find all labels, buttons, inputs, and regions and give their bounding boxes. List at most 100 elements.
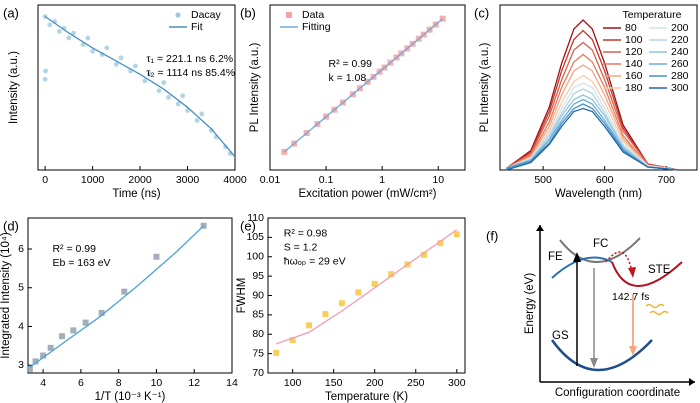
data-point [26,366,33,373]
legend-label: 240 [671,46,689,58]
y-tick-label: 70 [252,367,264,379]
x-tick-label: 600 [596,174,614,186]
data-point [56,29,62,34]
legend-label: 140 [625,58,643,70]
y-tick-label: 100 [246,251,264,263]
data-point [420,251,427,258]
data-line [506,107,679,171]
data-point [132,63,138,69]
annotation: k = 1.08 [329,72,367,84]
legend-label: 220 [671,34,689,46]
data-point [66,35,72,41]
panel-label: (d) [3,218,19,233]
data-point [82,319,89,326]
annotation: Eb = 163 eV [52,257,110,269]
data-line [505,82,679,171]
data-point [40,352,47,359]
y-axis-label: Intensity (a.u.) [8,51,20,124]
legend-label: 300 [671,82,689,94]
data-point [47,22,53,28]
data-point [85,35,91,41]
data-point [453,231,460,238]
ste-curve [611,261,683,287]
fe-curve [551,256,613,279]
annotation: R² = 0.99 [329,58,373,70]
data-line [44,15,236,158]
x-tick-label: 300 [448,377,466,389]
axis-arrow [536,225,544,231]
y-axis-label: Energy (eV) [524,273,536,335]
data-point [43,68,48,74]
data-line [505,29,679,171]
panel-label: (b) [240,5,256,20]
x-axis-label: Excitation power (mW/cm²) [298,188,436,200]
data-point [142,78,148,84]
data-point [180,93,186,99]
legend-label: 80 [625,22,637,34]
x-tick-label: 500 [534,174,552,186]
x-tick-label: 250 [407,377,425,389]
state-label: FE [548,251,563,263]
state-label: FC [593,238,608,250]
data-line [505,94,679,171]
data-point [199,111,205,117]
x-tick-label: 14 [226,377,238,389]
data-point [47,344,54,351]
data-line [505,88,679,171]
legend-label: Fitting [302,21,331,33]
data-point [59,333,65,340]
data-point [437,240,444,247]
photon [645,303,669,316]
plot-frame [269,4,466,171]
x-tick-label: 1000 [81,174,105,186]
y-tick-label: 110 [247,212,264,224]
x-tick-label: 200 [366,377,384,389]
data-line [505,64,679,171]
x-tick-label: 1 [379,174,385,186]
data-line [275,229,458,345]
legend-label: Fit [191,21,203,33]
data-line [506,98,679,171]
legend-swatch [286,12,292,18]
data-point [289,337,296,344]
annotation: R² = 0.99 [52,243,96,255]
data-line [29,225,205,368]
y-tick-label: 105 [246,231,264,243]
y-tick-label: 3 [18,359,24,371]
plot-frame [27,217,233,374]
x-axis-label: 1/T (10⁻³ K⁻¹) [95,391,166,403]
gs-curve [550,339,653,372]
data-line [505,19,679,171]
y-tick-label: 4 [18,320,24,332]
data-point [147,71,152,77]
data-point [439,15,446,22]
state-label: STE [648,264,671,276]
annotation: 142.7 fs [612,291,649,303]
x-tick-label: 6 [78,377,84,389]
plot-frame [499,4,698,171]
data-point [70,327,77,334]
legend-label: 180 [625,82,643,94]
x-tick-label: 0 [42,174,48,186]
data-point [338,300,345,307]
x-axis-label: Time (ns) [112,188,160,200]
data-point [322,311,329,318]
data-point [118,55,124,61]
x-tick-label: 2000 [128,174,152,186]
x-tick-label: 10 [151,377,163,389]
data-point [121,288,128,295]
y-axis-label: PL Intensity (a.u.) [249,42,261,132]
data-point [306,322,313,329]
y-axis-label: PL Intensity (a.u.) [479,42,491,132]
data-point [156,88,162,94]
data-point [42,76,48,82]
legend-label: 200 [671,22,689,34]
legend-title: Temperature [623,9,682,21]
axis-arrow [689,378,695,386]
data-line [505,53,679,171]
data-point [371,280,378,287]
x-tick-label: 3000 [176,174,200,186]
panel-label: (f) [486,228,498,243]
data-point [113,62,119,67]
